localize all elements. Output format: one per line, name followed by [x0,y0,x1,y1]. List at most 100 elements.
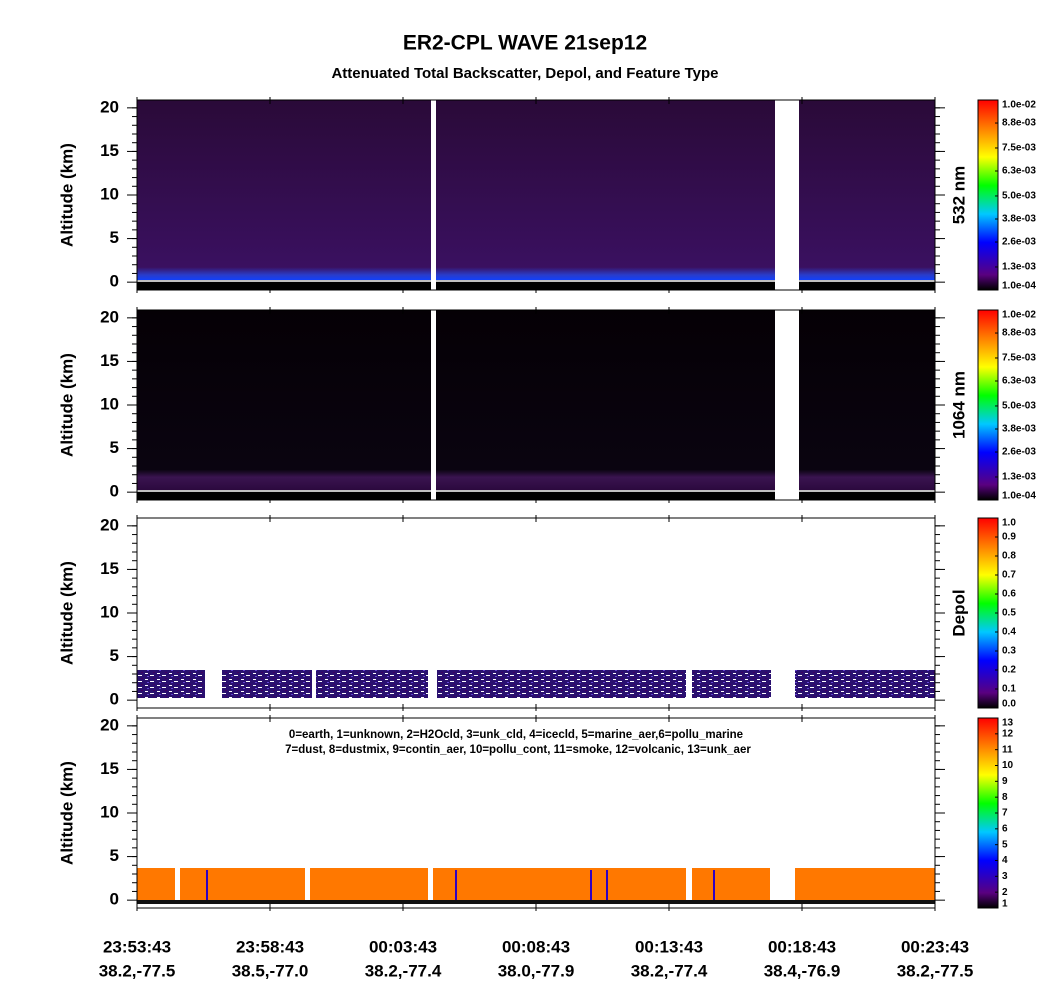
x-tick-position: 38.5,-77.0 [232,961,309,980]
title: ER2-CPL WAVE 21sep12 [403,32,647,55]
x-tick-position: 38.4,-76.9 [764,961,841,980]
x-tick-time: 00:23:43 [901,937,969,956]
depol-layer [316,670,428,698]
cloud-column [206,870,208,900]
colorbar-tick-label: 0.8 [1002,551,1016,562]
y-tick-label: 10 [100,602,119,621]
y-tick-label: 5 [110,646,119,665]
colorbar-tick-label: 1.0e-04 [1002,281,1036,292]
colorbar-label: Depol [949,589,968,636]
y-tick-label: 15 [100,351,119,370]
y-axis-label: Altitude (km) [57,353,76,457]
depol-layer [437,670,686,698]
cloud-column [590,870,592,900]
y-tick-label: 10 [100,184,119,203]
data-gap [431,100,436,290]
depol-layer [692,670,771,698]
colorbar-tick-label: 0.6 [1002,589,1016,600]
colorbar-tick-label: 0.1 [1002,684,1016,695]
y-tick-label: 0 [110,482,119,501]
aerosol-layer [692,868,770,901]
y-tick-label: 20 [100,515,119,534]
y-tick-label: 15 [100,141,119,160]
colorbar-tick-label: 8.8e-03 [1002,118,1036,129]
colorbar-tick-label: 1.0 [1002,518,1016,529]
colorbar-tick-label: 0.9 [1002,532,1016,543]
data-gap [775,100,799,290]
y-axis-label: Altitude (km) [57,761,76,865]
x-tick-time: 00:18:43 [768,937,836,956]
data-gap [431,310,436,500]
aerosol-layer [180,868,305,901]
colorbar-tick-label: 0.3 [1002,646,1016,657]
colorbar-tick-label: 0.2 [1002,665,1016,676]
colorbar-tick-label: 5 [1002,839,1008,850]
y-axis-label: Altitude (km) [57,561,76,665]
x-tick-position: 38.2,-77.4 [631,961,708,980]
colorbar-tick-label: 2.6e-03 [1002,237,1036,248]
ground [137,900,935,904]
depol-layer [137,670,205,698]
y-tick-label: 0 [110,890,119,909]
cloud-column [606,870,608,900]
x-tick-time: 23:53:43 [103,937,171,956]
aerosol-layer [433,868,686,901]
y-axis-label: Altitude (km) [57,143,76,247]
y-tick-label: 20 [100,307,119,326]
y-tick-label: 0 [110,690,119,709]
x-tick-position: 38.0,-77.9 [498,961,575,980]
surface [137,490,935,500]
colorbar-tick-label: 0.7 [1002,570,1016,581]
colorbar-tick-label: 1.3e-03 [1002,262,1036,273]
colorbar-tick-label: 8.8e-03 [1002,328,1036,339]
aerosol-layer [795,868,935,901]
colorbar-tick-label: 12 [1002,728,1014,739]
colorbar-tick-label: 3 [1002,871,1008,882]
colorbar [977,99,999,291]
y-tick-label: 15 [100,559,119,578]
x-tick-position: 38.2,-77.5 [897,961,974,980]
surface [137,280,935,290]
colorbar-tick-label: 1.0e-02 [1002,100,1036,111]
y-tick-label: 15 [100,759,119,778]
legend-text: 7=dust, 8=dustmix, 9=contin_aer, 10=poll… [285,744,751,756]
subtitle: Attenuated Total Backscatter, Depol, and… [331,65,718,82]
data-gap [775,310,799,500]
y-tick-label: 5 [110,846,119,865]
cloud-column [455,870,457,900]
colorbar-tick-label: 0.5 [1002,608,1016,619]
aerosol-layer [137,868,175,901]
colorbar-tick-label: 11 [1002,744,1013,755]
depol-layer [222,670,312,698]
y-tick-label: 10 [100,802,119,821]
y-tick-label: 10 [100,394,119,413]
y-tick-label: 5 [110,228,119,247]
image-field [137,100,935,290]
x-tick-position: 38.2,-77.4 [365,961,442,980]
colorbar-tick-label: 1.0e-02 [1002,310,1036,321]
colorbar-tick-label: 5.0e-03 [1002,191,1036,202]
colorbar-tick-label: 4 [1002,855,1008,866]
x-tick-time: 00:13:43 [635,937,703,956]
colorbar-label: 1064 nm [949,371,968,439]
colorbar-tick-label: 6 [1002,823,1008,834]
colorbar [977,309,999,501]
colorbar-tick-label: 2.6e-03 [1002,447,1036,458]
colorbar-tick-label: 1.0e-04 [1002,491,1036,502]
colorbar-label: 532 nm [949,166,968,225]
aerosol-layer [310,868,428,901]
x-tick-position: 38.2,-77.5 [99,961,176,980]
x-tick-time: 00:03:43 [369,937,437,956]
colorbar-tick-label: 2 [1002,887,1008,898]
colorbar-tick-label: 3.8e-03 [1002,424,1036,435]
colorbar-tick-label: 0.0 [1002,699,1016,710]
colorbar-tick-label: 7 [1002,808,1008,819]
depol-layer [795,670,935,698]
colorbar-tick-label: 6.3e-03 [1002,376,1036,387]
legend-text: 0=earth, 1=unknown, 2=H2Ocld, 3=unk_cld,… [289,729,743,741]
y-tick-label: 20 [100,97,119,116]
x-tick-time: 23:58:43 [236,937,304,956]
image-field [137,310,935,500]
colorbar-tick-label: 0.4 [1002,627,1016,638]
